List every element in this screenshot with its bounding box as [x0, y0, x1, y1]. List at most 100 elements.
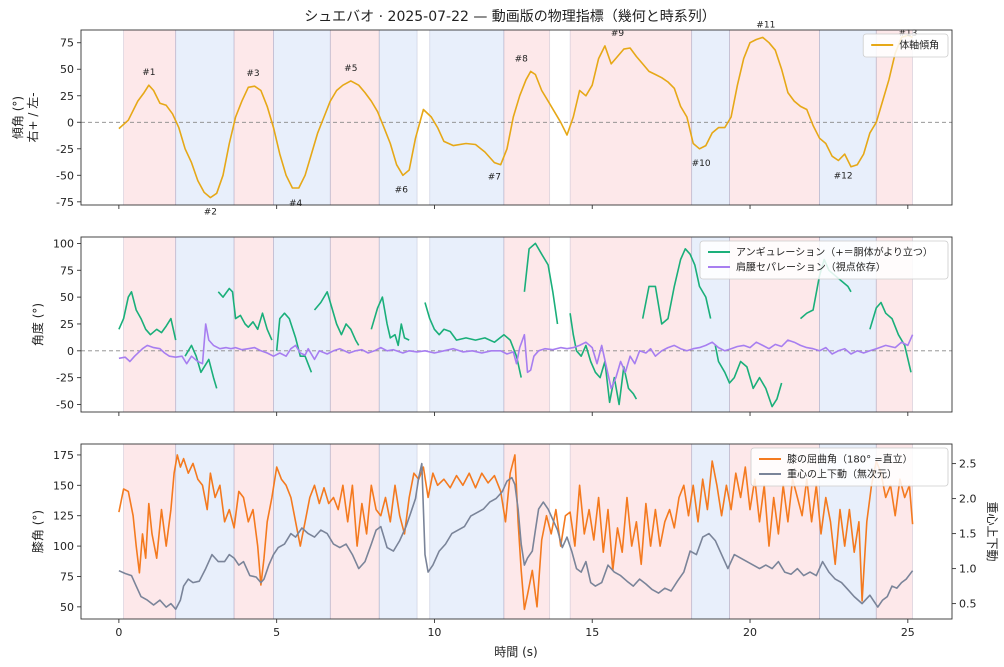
y-tick-label: -25: [56, 372, 74, 385]
series-line-segment: [641, 248, 712, 325]
series-line-segment: [523, 242, 559, 325]
panel-3: 50 75 100 125 150 175 0.5 1.0 1.5 2.0 2.5 0 5 10 15 20 2…: [31, 443, 999, 639]
phase-band: [729, 30, 820, 205]
legend-label: 膝の屈曲角（180° =直立）: [787, 453, 913, 466]
phase-band: [273, 444, 331, 619]
peak-label: #5: [344, 64, 357, 74]
y-right-axis-label: 重心上下動: [985, 501, 999, 561]
series-line-segment: [714, 345, 783, 408]
y-right-tick-label: 1.5: [959, 528, 977, 541]
y-tick-label: -50: [56, 398, 74, 411]
phase-band: [330, 237, 380, 412]
phase-band: [570, 237, 692, 412]
series-line-segment: [217, 287, 273, 341]
panel-2: -50 -25 0 25 50 75 100 角度 (°) アンギュレーション（+＝胴体がより立…: [30, 236, 953, 416]
series-line-segment: [118, 34, 913, 199]
peak-label: #11: [756, 20, 775, 30]
x-tick-label: 10: [427, 626, 441, 639]
phase-band: [123, 30, 176, 205]
plot-frame: [80, 443, 953, 620]
legend-label: 体軸傾角: [899, 39, 939, 52]
phase-band: [330, 30, 380, 205]
phase-band: [175, 444, 235, 619]
phase-band: [429, 30, 504, 205]
y-axis-label: 傾角 (°)右+ / 左-: [11, 92, 40, 142]
peak-label: #12: [834, 172, 853, 182]
peak-label: #9: [611, 29, 625, 39]
y-tick-label: 100: [53, 540, 74, 553]
series-line-segment: [118, 454, 914, 611]
peak-label: #10: [692, 159, 711, 169]
x-tick-label: 5: [273, 626, 280, 639]
y-axis-label: 角度 (°): [30, 303, 45, 346]
peak-label: #2: [204, 208, 217, 218]
y-tick-label: -75: [56, 196, 74, 209]
x-tick-label: 20: [743, 626, 757, 639]
phase-band: [379, 444, 418, 619]
panels: #1#2#3#4#5#6#7#8#9#10#11#12#13-75-50-250…: [11, 20, 999, 639]
x-axis-label: 時間 (s): [494, 645, 537, 659]
y-tick-label: 175: [53, 449, 74, 462]
phase-band: [429, 237, 504, 412]
legend-box: [750, 447, 949, 487]
y-tick-label: 75: [60, 37, 74, 50]
series-line-segment: [118, 291, 177, 341]
y-tick-label: -25: [56, 143, 74, 156]
series-line-segment: [275, 312, 313, 373]
y-tick-label: 125: [53, 510, 74, 523]
panel-1: #1#2#3#4#5#6#7#8#9#10#11#12#13-75-50-250…: [11, 20, 953, 218]
peak-label: #3: [246, 69, 259, 79]
y-tick-label: 75: [60, 264, 74, 277]
series-line-segment: [569, 313, 638, 406]
phase-band: [175, 30, 235, 205]
y-right-tick-label: 2.5: [959, 458, 977, 471]
peak-label: #8: [515, 54, 529, 64]
series-line-segment: [118, 462, 914, 610]
x-tick-label: 0: [115, 626, 122, 639]
plot-frame: [80, 236, 953, 413]
phase-band: [273, 237, 331, 412]
y-axis-label-line: 右+ / 左-: [25, 92, 40, 142]
peak-label: #4: [289, 199, 303, 209]
legend: アンギュレーション（+＝胴体がより立つ） 肩腰セパレーション（視点依存）: [699, 240, 949, 280]
phase-band: [379, 237, 418, 412]
y-axis-label-line: 膝角 (°): [31, 510, 45, 553]
series-line: [118, 454, 914, 611]
phase-band: [570, 30, 692, 205]
series-line-segment: [370, 296, 410, 347]
x-tick-label: 15: [585, 626, 599, 639]
phase-band: [691, 30, 730, 205]
phase-band: [234, 30, 274, 205]
y-right-tick-label: 0.5: [959, 598, 977, 611]
y-tick-label: 0: [67, 345, 74, 358]
plot-frame: [80, 29, 953, 206]
y-tick-label: 50: [60, 291, 74, 304]
phase-band: [123, 444, 176, 619]
series-line-segment: [313, 291, 360, 346]
series-line: [118, 34, 913, 199]
y-tick-label: 50: [60, 63, 74, 76]
phase-band: [503, 444, 550, 619]
legend-box: [862, 33, 949, 58]
peak-label: #7: [488, 173, 501, 183]
y-tick-label: 150: [53, 479, 74, 492]
y-axis-label: 膝角 (°): [31, 510, 45, 553]
legend-box: [699, 240, 949, 280]
y-tick-label: -50: [56, 169, 74, 182]
series-line-segment: [118, 323, 914, 390]
phase-band: [379, 30, 418, 205]
series-line: [118, 323, 914, 390]
figure-title: シュエバオ · 2025-07-22 — 動画版の物理指標（幾何と時系列）: [304, 9, 716, 25]
y-right-tick-label: 1.0: [959, 563, 977, 576]
phase-band: [503, 30, 550, 205]
phase-band: [819, 30, 877, 205]
phase-band: [273, 30, 331, 205]
y-right-tick-label: 2.0: [959, 493, 977, 506]
y-tick-label: 50: [60, 601, 74, 614]
phase-band: [330, 444, 380, 619]
y-axis-label-line: 角度 (°): [30, 303, 45, 346]
y-tick-label: 25: [60, 318, 74, 331]
series-line: [118, 462, 914, 610]
phase-band: [429, 444, 504, 619]
